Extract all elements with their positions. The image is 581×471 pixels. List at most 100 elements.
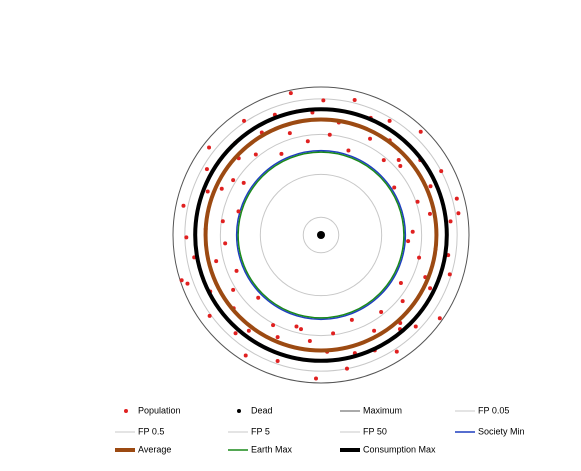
point: [275, 358, 280, 363]
point: [331, 331, 336, 336]
ring: [184, 98, 458, 372]
legend-item: Average: [115, 444, 171, 454]
point: [241, 180, 246, 185]
point: [205, 189, 210, 194]
legend-item: FP 0.5: [115, 426, 164, 436]
point: [179, 278, 184, 283]
legend-label: Average: [138, 444, 171, 454]
point: [456, 211, 461, 216]
point: [439, 169, 444, 174]
ring: [235, 149, 407, 321]
point: [313, 376, 318, 381]
point: [317, 231, 325, 239]
legend-item: Dead: [237, 405, 273, 415]
ring: [193, 107, 449, 363]
legend-label: Society Min: [478, 426, 525, 436]
point: [233, 331, 238, 336]
point: [437, 316, 442, 321]
point: [246, 328, 251, 333]
point: [394, 349, 399, 354]
point: [398, 164, 403, 169]
point: [344, 366, 349, 371]
point: [185, 281, 190, 286]
point: [231, 178, 236, 183]
point: [392, 185, 397, 190]
point: [288, 91, 293, 96]
point: [243, 353, 248, 358]
ring: [259, 173, 383, 297]
legend-item: FP 5: [228, 426, 270, 436]
point: [396, 157, 401, 162]
point: [223, 241, 228, 246]
point: [204, 167, 209, 172]
point: [346, 148, 351, 153]
point: [406, 239, 411, 244]
point: [447, 272, 452, 277]
point: [418, 129, 423, 134]
point: [352, 98, 357, 103]
point: [184, 235, 189, 240]
point: [279, 151, 284, 156]
legend-item: Population: [124, 405, 181, 415]
legend-item: Earth Max: [228, 444, 293, 454]
point: [327, 132, 332, 137]
legend-item: FP 50: [340, 426, 387, 436]
point: [372, 328, 377, 333]
point: [415, 199, 420, 204]
point: [428, 286, 433, 291]
point: [305, 139, 310, 144]
point: [214, 259, 219, 264]
point: [427, 211, 432, 216]
legend-label: Maximum: [363, 405, 402, 415]
point: [253, 152, 258, 157]
point: [448, 219, 453, 224]
point: [234, 268, 239, 273]
ring: [203, 117, 439, 353]
point: [379, 309, 384, 314]
point: [387, 118, 392, 123]
point: [321, 98, 326, 103]
point: [349, 317, 354, 322]
legend-label: Dead: [251, 405, 273, 415]
point: [231, 287, 236, 292]
ring: [302, 216, 340, 254]
point: [294, 324, 299, 329]
legend-label: FP 50: [363, 426, 387, 436]
point: [256, 295, 261, 300]
point: [398, 281, 403, 286]
legend-item: Consumption Max: [340, 444, 436, 454]
point: [410, 229, 415, 234]
point: [236, 209, 241, 214]
point: [307, 338, 312, 343]
ring: [219, 133, 423, 337]
legend-item: Society Min: [455, 426, 525, 436]
ring: [172, 86, 470, 384]
point: [275, 335, 280, 340]
point: [428, 184, 433, 189]
point: [181, 203, 186, 208]
point: [417, 255, 422, 260]
legend-label: Earth Max: [251, 444, 293, 454]
point: [219, 186, 224, 191]
legend-item: Maximum: [340, 405, 402, 415]
point: [400, 299, 405, 304]
legend-label: FP 0.05: [478, 405, 509, 415]
point: [220, 219, 225, 224]
point: [271, 323, 276, 328]
legend-label: Consumption Max: [363, 444, 436, 454]
point: [368, 136, 373, 141]
legend-item: FP 0.05: [455, 405, 509, 415]
point: [454, 196, 459, 201]
ring: [237, 151, 405, 319]
legend-label: FP 5: [251, 426, 270, 436]
point: [207, 313, 212, 318]
point: [242, 118, 247, 123]
legend-symbol: [237, 409, 241, 413]
point: [287, 131, 292, 136]
legend: Population Dead Maximum FP 0.05 FP 0.5 FP 5 FP…: [115, 405, 525, 454]
legend-symbol: [124, 409, 128, 413]
point: [413, 324, 418, 329]
point: [381, 158, 386, 163]
legend-label: FP 0.5: [138, 426, 164, 436]
